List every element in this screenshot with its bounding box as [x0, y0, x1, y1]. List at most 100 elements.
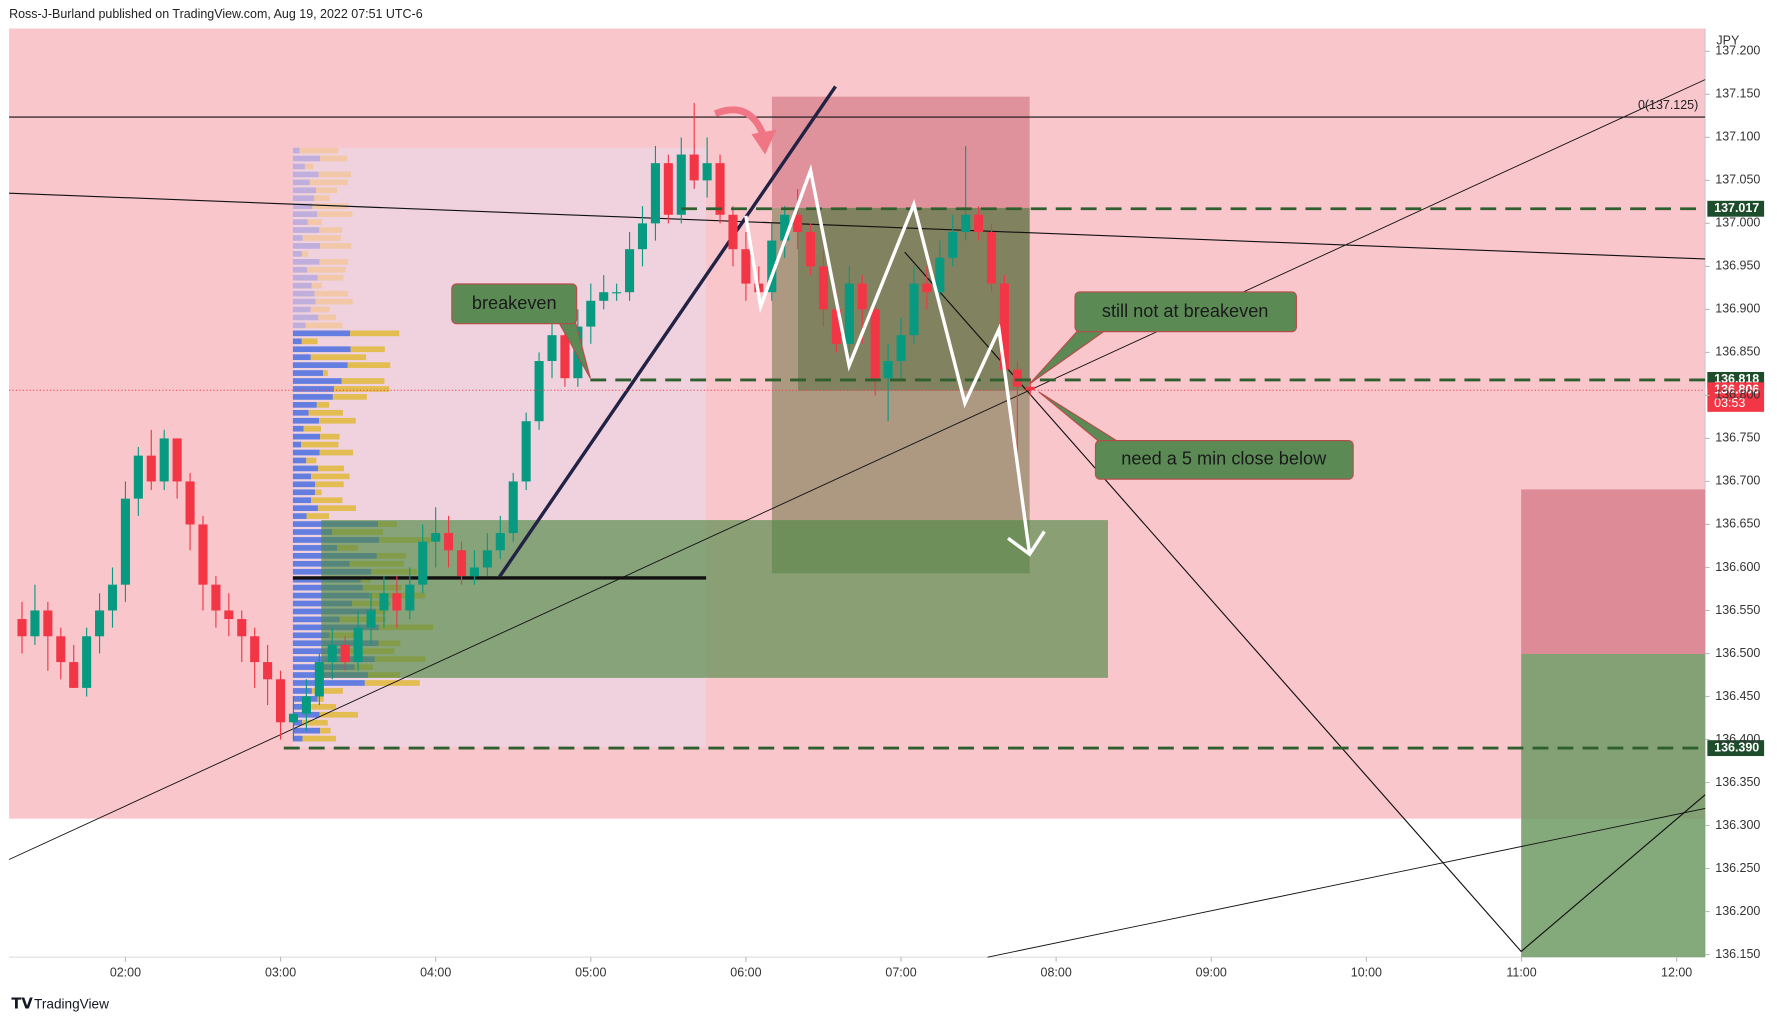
profile-bar	[317, 274, 344, 281]
thick-trend-line	[498, 85, 837, 578]
candle-body	[327, 644, 337, 663]
candle-body	[185, 481, 195, 525]
candle-body	[534, 361, 544, 422]
candle-body	[793, 214, 803, 232]
profile-bar	[303, 425, 322, 432]
profile-bar	[292, 290, 315, 297]
candle-body	[715, 163, 725, 215]
profile-bar	[318, 465, 344, 472]
profile-bar	[292, 235, 303, 241]
trend-line	[9, 192, 1706, 260]
profile-bar	[292, 362, 348, 368]
candle-body	[870, 309, 880, 379]
profile-bar	[317, 505, 357, 511]
y-tick-label: 137.000	[1715, 216, 1760, 230]
profile-bar	[292, 545, 338, 551]
profile-bar	[292, 513, 307, 519]
profile-bar	[292, 441, 302, 448]
profile-bar	[292, 688, 312, 694]
profile-bar	[292, 266, 308, 273]
profile-bar	[292, 203, 313, 210]
profile-bar	[312, 203, 349, 210]
profile-bar	[292, 481, 316, 488]
profile-bar	[310, 473, 350, 480]
candle-body	[456, 550, 467, 577]
candle-body	[702, 163, 712, 181]
profile-bar	[292, 187, 317, 194]
profile-bar	[292, 163, 305, 170]
x-tick-label: 06:00	[730, 965, 761, 979]
candle-body	[663, 163, 673, 215]
profile-bar	[320, 433, 340, 440]
candle-body	[741, 249, 751, 284]
candle-body	[159, 438, 169, 482]
profile-bar	[292, 282, 312, 289]
candle-body	[444, 533, 454, 551]
arrow-head	[1007, 530, 1046, 557]
profile-bar	[292, 227, 320, 233]
price-label: 137.017	[1714, 201, 1759, 215]
right-stop-zone	[1521, 489, 1706, 655]
price-label-box	[1707, 740, 1765, 757]
profile-bar	[302, 735, 336, 742]
profile-bar	[292, 505, 318, 511]
candle-body	[56, 636, 66, 663]
candle-body	[95, 610, 105, 637]
profile-bar	[350, 330, 400, 337]
profile-bar	[319, 711, 359, 718]
profile-bar	[307, 703, 337, 710]
projection-line	[904, 251, 1706, 953]
candle-body	[469, 567, 479, 577]
y-tick-label: 136.950	[1715, 259, 1760, 273]
y-tick-label: 136.750	[1715, 431, 1760, 445]
candle-body	[844, 283, 854, 344]
profile-bar	[323, 370, 328, 376]
profile-bar	[292, 243, 321, 249]
fib-label: 0(137.125)	[1638, 98, 1698, 112]
profile-bar	[306, 513, 330, 519]
candle-body	[999, 283, 1009, 370]
profile-bar	[292, 433, 321, 440]
candle-body	[392, 593, 402, 611]
candle-body	[650, 163, 660, 224]
profile-bar	[292, 171, 319, 178]
profile-bar	[302, 719, 328, 726]
profile-bar	[292, 338, 302, 345]
profile-bar	[305, 322, 343, 329]
profile-bar	[333, 386, 390, 392]
candle-body	[560, 335, 570, 379]
y-tick-label: 136.150	[1715, 947, 1760, 961]
profile-bar	[292, 449, 320, 456]
profile-bar	[292, 719, 303, 726]
profile-bar	[292, 394, 333, 400]
candle-body	[922, 283, 932, 293]
y-tick-label: 136.850	[1715, 345, 1760, 359]
profile-bar	[319, 417, 356, 424]
x-tick-label: 07:00	[885, 965, 916, 979]
candle-body	[767, 240, 777, 293]
candle-body	[806, 231, 816, 267]
candle-body	[495, 533, 505, 551]
x-tick-label: 05:00	[575, 965, 606, 979]
candle-body	[418, 541, 428, 585]
profile-bar	[304, 163, 314, 170]
profile-bar	[292, 258, 320, 265]
candle-body	[263, 662, 273, 680]
profile-bar	[341, 378, 385, 384]
x-tick-label: 11:00	[1506, 965, 1536, 979]
profile-bar	[307, 219, 322, 225]
candle-body	[211, 584, 221, 611]
y-tick-label: 137.150	[1715, 87, 1760, 101]
candle-body	[625, 249, 635, 293]
profile-bar	[299, 147, 339, 154]
candle-body	[276, 679, 286, 723]
candle-body	[482, 550, 492, 568]
candle-body	[986, 231, 997, 284]
profile-bar	[292, 402, 317, 408]
profile-bar	[292, 330, 351, 337]
zigzag-path	[744, 164, 1032, 555]
profile-bar	[292, 179, 310, 186]
y-tick-label: 136.900	[1715, 302, 1760, 316]
